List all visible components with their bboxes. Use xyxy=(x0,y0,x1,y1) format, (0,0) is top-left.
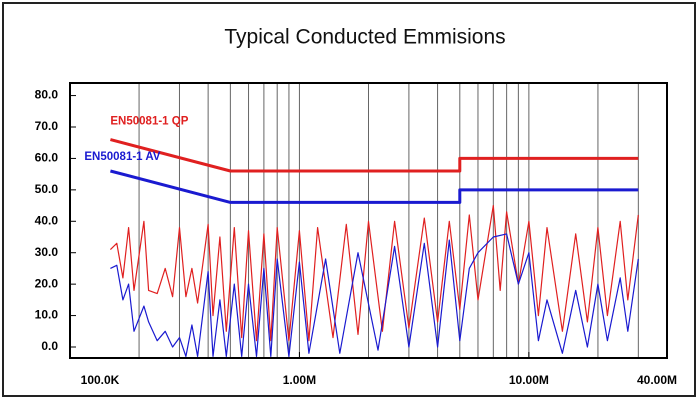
emission-line xyxy=(110,233,639,357)
y-tick-label: 60.0 xyxy=(35,151,59,165)
x-tick-label: 10.00M xyxy=(509,373,549,387)
x-tick-label: 100.0K xyxy=(81,373,120,387)
x-tick-label: 1.00M xyxy=(283,373,316,387)
y-tick-label: 50.0 xyxy=(35,182,59,196)
y-tick-label: 80.0 xyxy=(35,88,59,102)
y-tick-label: 70.0 xyxy=(35,119,59,133)
series-label: EN50081-1 AV xyxy=(84,151,160,163)
limit-line xyxy=(110,169,639,204)
y-tick-label: 10.0 xyxy=(35,308,59,322)
chart-title: Typical Conducted Emmisions xyxy=(224,26,505,49)
limit-line xyxy=(110,138,639,173)
plot-border xyxy=(69,82,668,359)
x-tick-label: 40.00M xyxy=(637,373,677,387)
y-tick-label: 20.0 xyxy=(35,276,59,290)
y-tick-label: 30.0 xyxy=(35,245,59,259)
y-tick-label: 0.0 xyxy=(41,339,58,353)
emission-line xyxy=(109,205,639,342)
series-label: EN50081-1 QP xyxy=(110,116,188,128)
y-tick-label: 40.0 xyxy=(35,213,59,227)
